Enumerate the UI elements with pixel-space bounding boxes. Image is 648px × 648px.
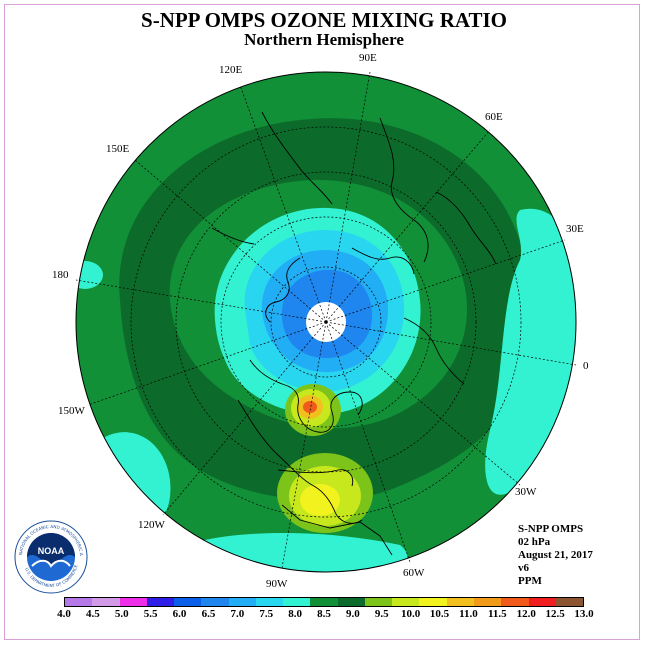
colorbar-tick-label: 11.5: [488, 608, 507, 620]
graticule: [75, 71, 577, 569]
noaa-logo: NATIONAL OCEANIC AND ATMOSPHERIC ADMINIS…: [14, 520, 88, 594]
lon-label-150e: 150E: [106, 143, 130, 155]
page-subtitle: Northern Hemisphere: [244, 30, 404, 49]
aqua-patch-west: [76, 261, 103, 289]
colorbar-tick-label: 11.0: [459, 608, 478, 620]
colorbar-tick-label: 10.0: [401, 608, 421, 620]
colorbar-tick-label: 7.5: [259, 608, 274, 620]
lon-label-90w: 90W: [266, 578, 288, 590]
colorbar-swatch: [174, 598, 202, 606]
colorbar-tick-label: 13.0: [574, 608, 594, 620]
colorbar-swatch: [446, 598, 474, 606]
colorbar-tick-label: 7.0: [230, 608, 245, 620]
lon-label-150w: 150W: [58, 405, 86, 417]
colorbar-swatch: [146, 598, 175, 606]
colorbar-swatch: [201, 598, 229, 606]
image-frame: [4, 4, 640, 640]
lon-label-120e: 120E: [219, 64, 243, 76]
colorbar-swatch: [528, 598, 556, 606]
colorbar-swatch: [228, 598, 256, 606]
product-info: S-NPP OMPS 02 hPa August 21, 2017 v6 PPM: [518, 523, 593, 588]
colorbar-swatch: [310, 598, 338, 606]
colorbar-tick-label: 12.0: [516, 608, 536, 620]
colorbar-swatch: [501, 598, 529, 606]
colorbar-tick-label: 5.5: [143, 608, 158, 620]
colorbar-tick-label: 6.0: [172, 608, 187, 620]
colorbar-tick-label: 9.0: [346, 608, 360, 620]
map-border: [75, 71, 577, 573]
coastlines: [211, 111, 497, 556]
colorbar-tick-label: 9.5: [374, 608, 389, 620]
colorbar-tick-label: 8.0: [288, 608, 302, 620]
info-level: 02 hPa: [518, 536, 551, 548]
lon-label-60e: 60E: [485, 111, 503, 123]
caribbean-core: [300, 484, 340, 516]
colorbar-swatch: [92, 598, 120, 606]
colorbar-swatch: [419, 598, 447, 606]
colorbar: [64, 597, 584, 607]
colorbar-swatch: [337, 598, 365, 606]
colorbar-tick-label: 6.5: [201, 608, 216, 620]
colorbar-tick-label: 4.5: [86, 608, 100, 620]
colorbar-swatch: [255, 598, 284, 606]
colorbar-tick-label: 5.0: [114, 608, 129, 620]
lon-label-90e: 90E: [359, 52, 377, 64]
hotspot-core: [303, 401, 317, 413]
lon-label-120w: 120W: [138, 519, 166, 531]
colorbar-swatch: [392, 598, 420, 606]
info-units: PPM: [518, 575, 542, 587]
logo-text: NOAA: [38, 546, 65, 556]
colorbar-swatch: [555, 598, 584, 606]
colorbar-swatch: [119, 598, 147, 606]
colorbar-tick-label: 10.5: [429, 608, 450, 620]
colorbar-tick-label: 4.0: [57, 608, 71, 620]
lon-label-30w: 30W: [515, 486, 537, 498]
aqua-patch-south: [204, 533, 408, 572]
colorbar-swatch: [473, 598, 502, 606]
lon-label-0: 0: [583, 360, 589, 372]
info-version: v6: [518, 562, 529, 574]
page-title: S-NPP OMPS OZONE MIXING RATIO: [141, 8, 507, 32]
info-product: S-NPP OMPS: [518, 523, 584, 535]
colorbar-swatch: [364, 598, 393, 606]
lon-label-30e: 30E: [566, 223, 584, 235]
colorbar-swatch: [65, 598, 93, 606]
colorbar-tick-label: 8.5: [317, 608, 331, 620]
info-date: August 21, 2017: [518, 549, 593, 561]
colorbar-swatch: [283, 598, 311, 606]
colorbar-tick-label: 12.5: [545, 608, 565, 620]
lon-label-180: 180: [52, 269, 69, 281]
colorbar-ticks: 4.0 4.5 5.0 5.5 6.0 6.5 7.0 7.5 8.0 8.5 9.0 9.5 10.0…: [50, 608, 610, 622]
lon-label-60w: 60W: [403, 567, 425, 579]
